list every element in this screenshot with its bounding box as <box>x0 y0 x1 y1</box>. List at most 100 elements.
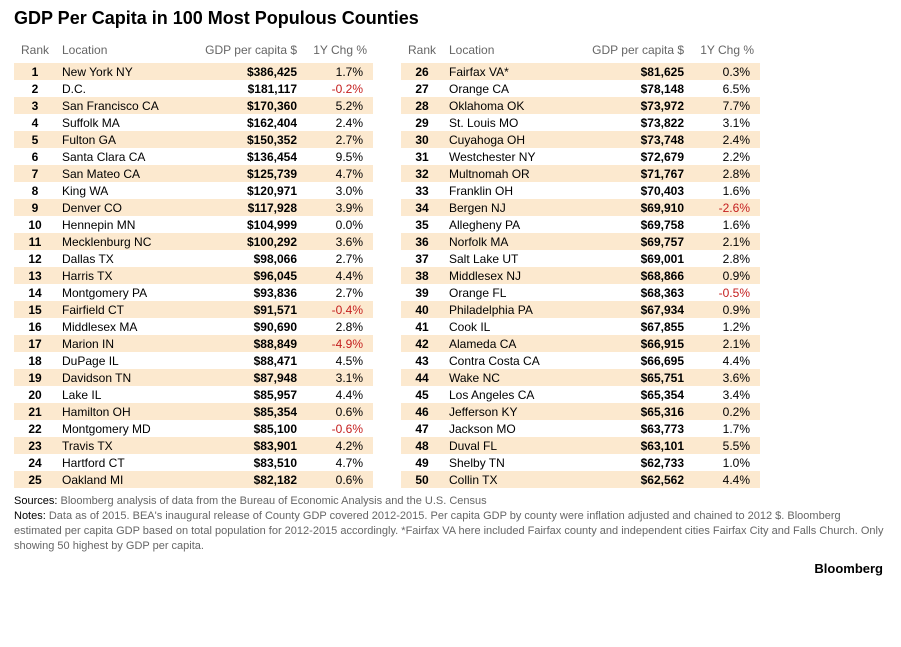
table-row: 7San Mateo CA$125,7394.7% <box>14 165 373 182</box>
cell-location: Duval FL <box>443 437 578 454</box>
county-table-left: Rank Location GDP per capita $ 1Y Chg % … <box>14 39 373 488</box>
cell-rank: 18 <box>14 352 56 369</box>
cell-gdp: $117,928 <box>191 199 303 216</box>
table-row: 20Lake IL$85,9574.4% <box>14 386 373 403</box>
cell-gdp: $63,101 <box>578 437 690 454</box>
cell-rank: 21 <box>14 403 56 420</box>
cell-change: -0.2% <box>303 80 373 97</box>
cell-location: Fairfield CT <box>56 301 191 318</box>
cell-change: 0.2% <box>690 403 760 420</box>
cell-location: Denver CO <box>56 199 191 216</box>
cell-location: Salt Lake UT <box>443 250 578 267</box>
cell-rank: 17 <box>14 335 56 352</box>
cell-rank: 4 <box>14 114 56 131</box>
cell-rank: 12 <box>14 250 56 267</box>
cell-gdp: $85,100 <box>191 420 303 437</box>
cell-change: 3.4% <box>690 386 760 403</box>
cell-gdp: $62,562 <box>578 471 690 488</box>
cell-change: 2.7% <box>303 250 373 267</box>
cell-location: Davidson TN <box>56 369 191 386</box>
cell-location: Fairfax VA* <box>443 63 578 80</box>
cell-location: Alameda CA <box>443 335 578 352</box>
table-header-row: Rank Location GDP per capita $ 1Y Chg % <box>14 39 373 63</box>
cell-rank: 34 <box>401 199 443 216</box>
cell-gdp: $170,360 <box>191 97 303 114</box>
cell-rank: 26 <box>401 63 443 80</box>
cell-gdp: $82,182 <box>191 471 303 488</box>
cell-rank: 38 <box>401 267 443 284</box>
cell-location: Harris TX <box>56 267 191 284</box>
cell-location: Shelby TN <box>443 454 578 471</box>
cell-location: Cook IL <box>443 318 578 335</box>
cell-change: 0.9% <box>690 301 760 318</box>
cell-change: 4.5% <box>303 352 373 369</box>
cell-gdp: $85,957 <box>191 386 303 403</box>
cell-rank: 47 <box>401 420 443 437</box>
table-row: 36Norfolk MA$69,7572.1% <box>401 233 760 250</box>
cell-gdp: $73,748 <box>578 131 690 148</box>
cell-change: -0.4% <box>303 301 373 318</box>
cell-change: 7.7% <box>690 97 760 114</box>
cell-gdp: $104,999 <box>191 216 303 233</box>
cell-gdp: $98,066 <box>191 250 303 267</box>
table-row: 24Hartford CT$83,5104.7% <box>14 454 373 471</box>
cell-change: 3.6% <box>303 233 373 250</box>
cell-rank: 33 <box>401 182 443 199</box>
th-location: Location <box>443 39 578 63</box>
table-row: 5Fulton GA$150,3522.7% <box>14 131 373 148</box>
table-row: 46Jefferson KY$65,3160.2% <box>401 403 760 420</box>
cell-gdp: $136,454 <box>191 148 303 165</box>
table-row: 21Hamilton OH$85,3540.6% <box>14 403 373 420</box>
footer-notes: Sources: Bloomberg analysis of data from… <box>14 494 887 553</box>
table-row: 17Marion IN$88,849-4.9% <box>14 335 373 352</box>
cell-rank: 40 <box>401 301 443 318</box>
cell-change: 5.2% <box>303 97 373 114</box>
cell-gdp: $88,471 <box>191 352 303 369</box>
cell-change: 0.6% <box>303 471 373 488</box>
cell-location: Jackson MO <box>443 420 578 437</box>
cell-gdp: $67,934 <box>578 301 690 318</box>
table-row: 25Oakland MI$82,1820.6% <box>14 471 373 488</box>
cell-rank: 23 <box>14 437 56 454</box>
cell-location: Middlesex NJ <box>443 267 578 284</box>
cell-rank: 2 <box>14 80 56 97</box>
cell-rank: 16 <box>14 318 56 335</box>
table-row: 14Montgomery PA$93,8362.7% <box>14 284 373 301</box>
table-row: 2D.C.$181,117-0.2% <box>14 80 373 97</box>
cell-location: Mecklenburg NC <box>56 233 191 250</box>
cell-change: 2.7% <box>303 131 373 148</box>
table-row: 4Suffolk MA$162,4042.4% <box>14 114 373 131</box>
cell-location: Fulton GA <box>56 131 191 148</box>
table-row: 18DuPage IL$88,4714.5% <box>14 352 373 369</box>
cell-location: Suffolk MA <box>56 114 191 131</box>
page-container: GDP Per Capita in 100 Most Populous Coun… <box>0 0 901 586</box>
cell-rank: 39 <box>401 284 443 301</box>
cell-rank: 28 <box>401 97 443 114</box>
cell-gdp: $90,690 <box>191 318 303 335</box>
cell-location: Orange FL <box>443 284 578 301</box>
table-row: 45Los Angeles CA$65,3543.4% <box>401 386 760 403</box>
cell-change: 3.1% <box>303 369 373 386</box>
cell-gdp: $150,352 <box>191 131 303 148</box>
table-row: 29St. Louis MO$73,8223.1% <box>401 114 760 131</box>
cell-gdp: $120,971 <box>191 182 303 199</box>
table-row: 15Fairfield CT$91,571-0.4% <box>14 301 373 318</box>
cell-change: 2.2% <box>690 148 760 165</box>
cell-gdp: $72,679 <box>578 148 690 165</box>
cell-gdp: $65,751 <box>578 369 690 386</box>
cell-gdp: $73,822 <box>578 114 690 131</box>
cell-change: 2.8% <box>303 318 373 335</box>
cell-gdp: $69,757 <box>578 233 690 250</box>
th-gdp: GDP per capita $ <box>578 39 690 63</box>
cell-change: 4.2% <box>303 437 373 454</box>
cell-change: -4.9% <box>303 335 373 352</box>
cell-change: 2.4% <box>303 114 373 131</box>
cell-location: Collin TX <box>443 471 578 488</box>
cell-location: Santa Clara CA <box>56 148 191 165</box>
cell-gdp: $66,695 <box>578 352 690 369</box>
cell-location: Montgomery MD <box>56 420 191 437</box>
sources-label: Sources: <box>14 495 57 507</box>
cell-rank: 31 <box>401 148 443 165</box>
cell-gdp: $69,758 <box>578 216 690 233</box>
cell-location: Lake IL <box>56 386 191 403</box>
